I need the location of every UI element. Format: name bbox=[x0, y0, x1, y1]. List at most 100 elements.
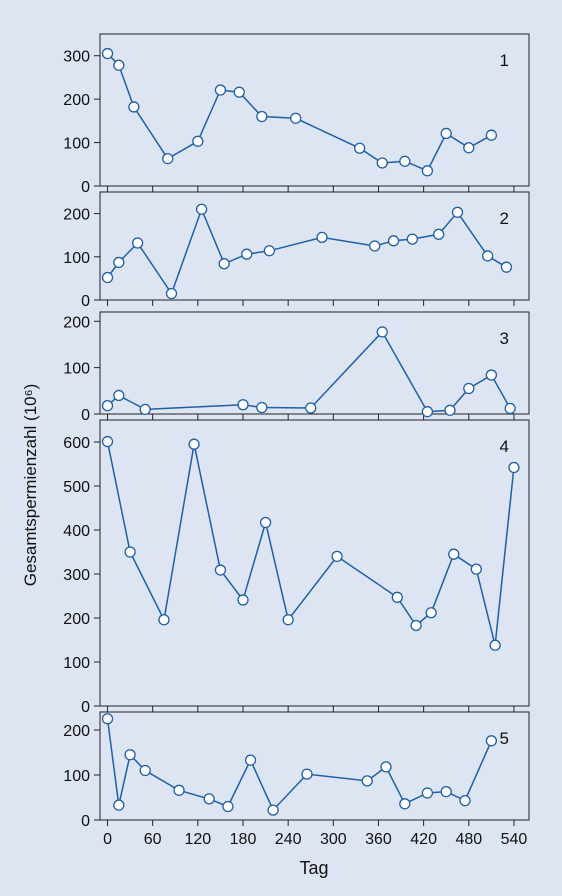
data-point bbox=[173, 784, 185, 796]
y-tick-label: 0 bbox=[81, 407, 90, 424]
data-point bbox=[451, 206, 464, 218]
chart-panel-4: 0 100 200 300 400 500 600 4 bbox=[63, 419, 530, 716]
y-tick-label: 0 bbox=[81, 179, 90, 196]
panel-label: 1 bbox=[500, 51, 509, 70]
data-point bbox=[485, 735, 498, 747]
data-point bbox=[440, 786, 452, 798]
data-point bbox=[113, 389, 125, 402]
series-line bbox=[106, 52, 492, 172]
data-point bbox=[139, 764, 151, 777]
data-point bbox=[481, 250, 494, 262]
data-point bbox=[188, 438, 200, 450]
x-tick-label: 360 bbox=[365, 831, 392, 848]
data-point bbox=[233, 86, 245, 98]
data-point bbox=[508, 461, 520, 474]
data-point bbox=[331, 550, 343, 563]
data-point bbox=[162, 152, 174, 165]
data-point bbox=[376, 326, 388, 338]
y-tick-label: 0 bbox=[81, 293, 90, 310]
data-point bbox=[391, 591, 403, 603]
data-point bbox=[218, 258, 230, 270]
x-tick-label: 120 bbox=[184, 831, 211, 848]
x-tick-label: 480 bbox=[455, 831, 482, 848]
data-point bbox=[448, 548, 460, 560]
data-point bbox=[380, 761, 392, 773]
data-point bbox=[263, 245, 275, 257]
data-point bbox=[256, 110, 268, 123]
y-tick-label: 100 bbox=[63, 655, 90, 672]
data-point bbox=[203, 793, 215, 805]
data-point bbox=[406, 233, 418, 245]
data-point bbox=[165, 287, 178, 300]
data-point bbox=[101, 400, 114, 412]
x-tick-label: 540 bbox=[501, 831, 528, 848]
y-tick-label: 200 bbox=[63, 314, 90, 331]
data-point bbox=[444, 404, 456, 416]
x-tick-label: 240 bbox=[275, 831, 302, 848]
chart-panel-2: 0 100 200 2 bbox=[63, 191, 530, 310]
data-point bbox=[489, 639, 501, 651]
data-point bbox=[485, 129, 498, 141]
data-point bbox=[256, 401, 268, 414]
data-point bbox=[421, 787, 434, 799]
data-point bbox=[237, 399, 249, 411]
data-point bbox=[244, 754, 257, 766]
data-point bbox=[463, 142, 475, 154]
data-point bbox=[192, 135, 204, 147]
data-point bbox=[500, 261, 513, 273]
data-point bbox=[459, 795, 471, 807]
series-line bbox=[106, 330, 511, 413]
data-point bbox=[214, 564, 227, 576]
y-tick-label: 200 bbox=[63, 611, 90, 628]
x-tick-label: 180 bbox=[230, 831, 257, 848]
data-point bbox=[504, 402, 516, 415]
data-point bbox=[305, 402, 317, 414]
data-point bbox=[124, 546, 136, 558]
data-point bbox=[425, 607, 437, 619]
panel-label: 2 bbox=[500, 209, 509, 228]
series-line bbox=[106, 718, 493, 812]
y-tick-label: 0 bbox=[81, 699, 90, 716]
y-tick-label: 200 bbox=[63, 723, 90, 740]
y-tick-label: 100 bbox=[63, 768, 90, 785]
x-tick-label: 0 bbox=[103, 831, 112, 848]
data-point bbox=[376, 157, 388, 169]
series-line bbox=[106, 441, 515, 646]
data-point bbox=[361, 775, 373, 787]
series-line bbox=[106, 207, 507, 296]
data-point bbox=[139, 403, 151, 416]
data-point bbox=[241, 248, 253, 260]
data-point bbox=[158, 614, 170, 626]
y-axis-label: Gesamtspermienzahl (10⁶) bbox=[21, 384, 40, 587]
data-point bbox=[410, 619, 422, 632]
y-tick-label: 500 bbox=[63, 479, 90, 496]
data-point bbox=[387, 235, 400, 247]
data-point bbox=[214, 84, 227, 96]
data-point bbox=[101, 435, 114, 448]
data-point bbox=[440, 127, 452, 140]
data-point bbox=[301, 768, 313, 780]
data-point bbox=[433, 228, 445, 240]
data-point bbox=[195, 203, 208, 215]
plot-frame bbox=[99, 33, 530, 187]
data-point bbox=[237, 594, 249, 606]
chart-panel-3: 0 100 200 3 bbox=[63, 311, 530, 424]
chart-panel-1: 0 100 200 300 1 bbox=[63, 33, 530, 196]
panel-label: 4 bbox=[500, 437, 509, 456]
y-tick-label: 200 bbox=[63, 92, 90, 109]
x-tick-label: 300 bbox=[320, 831, 347, 848]
data-point bbox=[421, 165, 434, 177]
x-tick-label: 60 bbox=[144, 831, 162, 848]
data-point bbox=[267, 804, 279, 816]
x-axis-label: Tag bbox=[299, 858, 328, 878]
data-point bbox=[282, 614, 294, 626]
plot-frame bbox=[99, 191, 530, 301]
panel-label: 3 bbox=[500, 329, 509, 348]
y-tick-label: 300 bbox=[63, 567, 90, 584]
data-point bbox=[369, 240, 381, 252]
data-point bbox=[290, 112, 302, 124]
y-tick-label: 0 bbox=[81, 813, 90, 830]
y-tick-label: 100 bbox=[63, 136, 90, 153]
data-point bbox=[463, 382, 475, 395]
